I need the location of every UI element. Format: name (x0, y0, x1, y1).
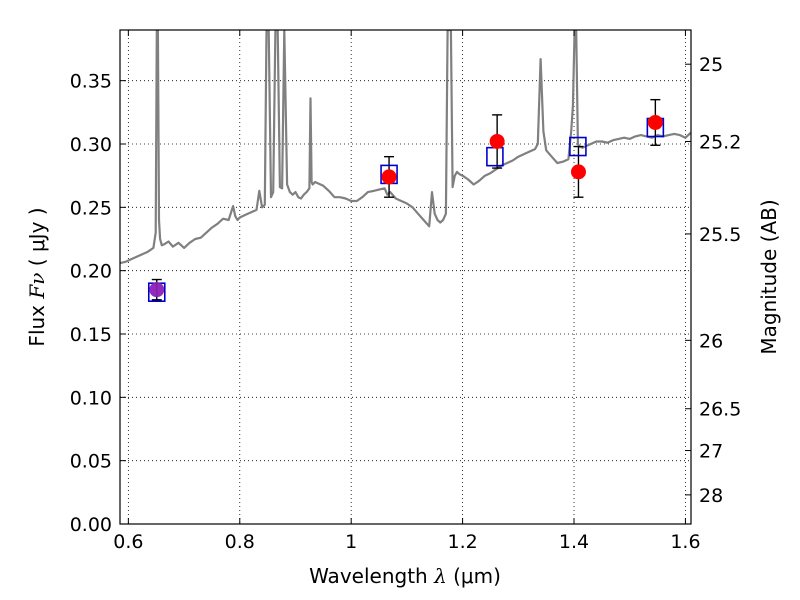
y2-tick-label: 25.5 (699, 224, 741, 246)
y-tick-label: 0.05 (70, 451, 112, 473)
observed-circle-point (647, 114, 663, 130)
y2-tick-label: 28 (699, 485, 723, 507)
y-tick-label: 0.15 (70, 324, 112, 346)
plot-frame (119, 29, 692, 525)
y-tick-label: 0.10 (70, 387, 112, 409)
model-square-point (569, 136, 587, 157)
y-tick-label: 0.35 (70, 71, 112, 93)
model-photometry-squares (147, 117, 665, 303)
y-tick-label: 0.00 (70, 514, 112, 536)
y-axis-label: Flux Fν ( μJy ) (25, 207, 49, 346)
x-tick-label: 1 (345, 531, 357, 553)
y-tick-label: 0.20 (70, 261, 112, 283)
y2-tick-label: 26.5 (699, 399, 741, 421)
error-bars (151, 98, 661, 301)
observed-circle-point (489, 133, 505, 149)
x-tick-label: 1.2 (447, 531, 477, 553)
observed-circle-point (149, 282, 165, 298)
y2-tick-label: 25 (699, 54, 723, 76)
spectrum-line (120, 30, 691, 265)
x-axis-ticks: 0.6 0.8 1 1.2 1.4 1.6 (113, 30, 701, 553)
x-axis-label: Wavelength λ (μm) (309, 564, 501, 588)
observed-photometry-circles (149, 114, 663, 298)
y2-axis-label: Magnitude (AB) (757, 199, 781, 354)
grid (120, 30, 691, 524)
observed-circle-point (570, 164, 586, 180)
y2-tick-label: 27 (699, 441, 723, 463)
y-tick-label: 0.25 (70, 197, 112, 219)
model-spectrum-series (120, 30, 691, 265)
y2-tick-label: 25.2 (699, 131, 741, 153)
x-tick-label: 1.4 (559, 531, 589, 553)
x-tick-label: 0.6 (113, 531, 143, 553)
x-tick-label: 1.6 (670, 531, 700, 553)
y-tick-label: 0.30 (70, 134, 112, 156)
y2-axis-ticks: 25 25.2 25.5 26 26.5 27 28 (685, 54, 741, 507)
y2-tick-label: 26 (699, 330, 723, 352)
x-tick-label: 0.8 (225, 531, 255, 553)
observed-circle-point (381, 169, 397, 185)
model-square-point (486, 146, 504, 167)
y-axis-ticks: 0.00 0.05 0.10 0.15 0.20 0.25 0.30 0.35 (70, 71, 126, 536)
